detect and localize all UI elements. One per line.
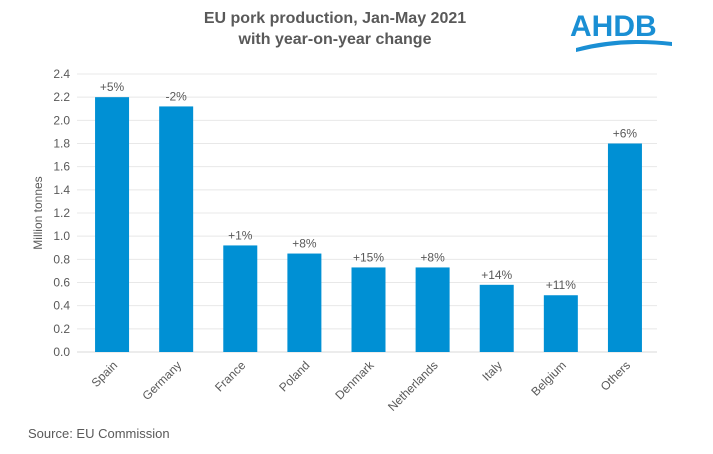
y-tick-label: 0.6 (53, 276, 70, 290)
x-tick-label: Denmark (332, 358, 377, 403)
bar-denmark (351, 267, 386, 352)
y-tick-label: 0.8 (53, 252, 70, 266)
y-tick-label: 0.0 (53, 345, 70, 359)
y-tick-label: 0.2 (53, 322, 70, 336)
y-tick-label: 0.4 (53, 299, 70, 313)
y-tick-label: 2.0 (53, 113, 70, 127)
x-tick-label: Others (598, 358, 633, 393)
x-tick-label: Poland (276, 358, 312, 394)
data-label: +14% (481, 268, 512, 282)
bar-poland (287, 253, 322, 352)
data-label: +8% (292, 237, 317, 251)
y-tick-label: 1.2 (53, 206, 70, 220)
data-label: +6% (613, 127, 638, 141)
bar-france (223, 245, 258, 352)
x-tick-label: Italy (479, 358, 504, 383)
bar-spain (95, 97, 130, 353)
chart-title: EU pork production, Jan-May 2021 (203, 10, 467, 27)
chart-subtitle: with year-on-year change (238, 31, 432, 48)
y-tick-label: 1.4 (53, 183, 70, 197)
bar-others (607, 143, 642, 352)
x-tick-label: Netherlands (385, 358, 441, 414)
x-tick-label: Spain (89, 358, 121, 390)
y-tick-label: 1.0 (53, 229, 70, 243)
y-tick-label: 1.6 (53, 160, 70, 174)
data-label: +15% (353, 250, 384, 264)
x-tick-label: Belgium (528, 358, 569, 399)
data-label: +11% (546, 278, 576, 292)
y-tick-label: 2.4 (53, 67, 70, 81)
data-label: +8% (420, 250, 445, 264)
bar-italy (479, 284, 514, 352)
data-label: -2% (165, 89, 187, 103)
source-note: Source: EU Commission (28, 426, 170, 441)
bar-germany (159, 106, 194, 352)
bar-belgium (543, 295, 578, 352)
bar-netherlands (415, 267, 450, 352)
data-label: +1% (228, 228, 253, 242)
ahdb-logo: AHDB (570, 10, 672, 52)
y-axis-label: Million tonnes (31, 176, 45, 249)
bar-chart: 0.0 0.2 0.4 0.6 0.8 1.0 1.2 1.4 1.6 1.8 2.0 2.2 2.4 M… (31, 67, 657, 414)
x-tick-label: France (212, 358, 249, 395)
data-label: +5% (100, 80, 125, 94)
x-tick-label: Germany (139, 358, 184, 403)
y-tick-label: 2.2 (53, 90, 70, 104)
y-tick-label: 1.8 (53, 137, 70, 151)
logo-text: AHDB (570, 10, 657, 43)
